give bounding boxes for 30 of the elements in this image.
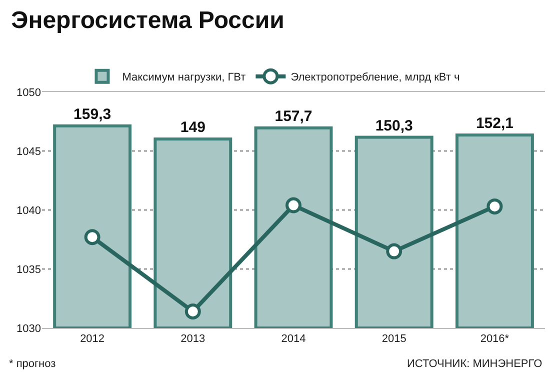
y-tick-label: 1040 bbox=[16, 204, 41, 217]
y-tick-label: 1030 bbox=[16, 322, 41, 335]
bar bbox=[354, 136, 434, 328]
bar bbox=[455, 134, 534, 328]
bar bbox=[53, 124, 132, 328]
point bbox=[184, 303, 201, 320]
data-label: 159,3 bbox=[74, 106, 112, 123]
x-tick-label: 2014 bbox=[281, 333, 306, 346]
x-tick-label: 2013 bbox=[180, 333, 206, 346]
point bbox=[286, 197, 302, 214]
data-label: 150,3 bbox=[375, 117, 413, 134]
y-tick-label: 1045 bbox=[16, 146, 41, 158]
y-tick-label: 1035 bbox=[16, 264, 41, 276]
bar bbox=[154, 137, 232, 328]
data-label: 152,1 bbox=[476, 115, 514, 132]
text: * прогноз bbox=[9, 358, 56, 370]
x-tick-label: 2015 bbox=[382, 333, 406, 346]
text: ИСТОЧНИК: МИНЭНЕРГО bbox=[407, 358, 543, 370]
legend-label: Электропотребление, млрд кВт ч bbox=[290, 72, 460, 84]
point bbox=[486, 198, 503, 214]
data-label: 149 bbox=[180, 118, 206, 136]
legend-label: Максимум нагрузки, ГВт bbox=[122, 72, 246, 84]
point bbox=[84, 229, 100, 246]
x-tick-label: 2012 bbox=[80, 333, 105, 346]
y-tick-label: 1050 bbox=[16, 86, 41, 99]
chart-title: Энергосистема России bbox=[11, 7, 284, 34]
data-label: 157,7 bbox=[274, 108, 312, 125]
x-tick-label: 2016* bbox=[480, 333, 510, 346]
point bbox=[386, 243, 402, 260]
bar bbox=[254, 126, 333, 328]
